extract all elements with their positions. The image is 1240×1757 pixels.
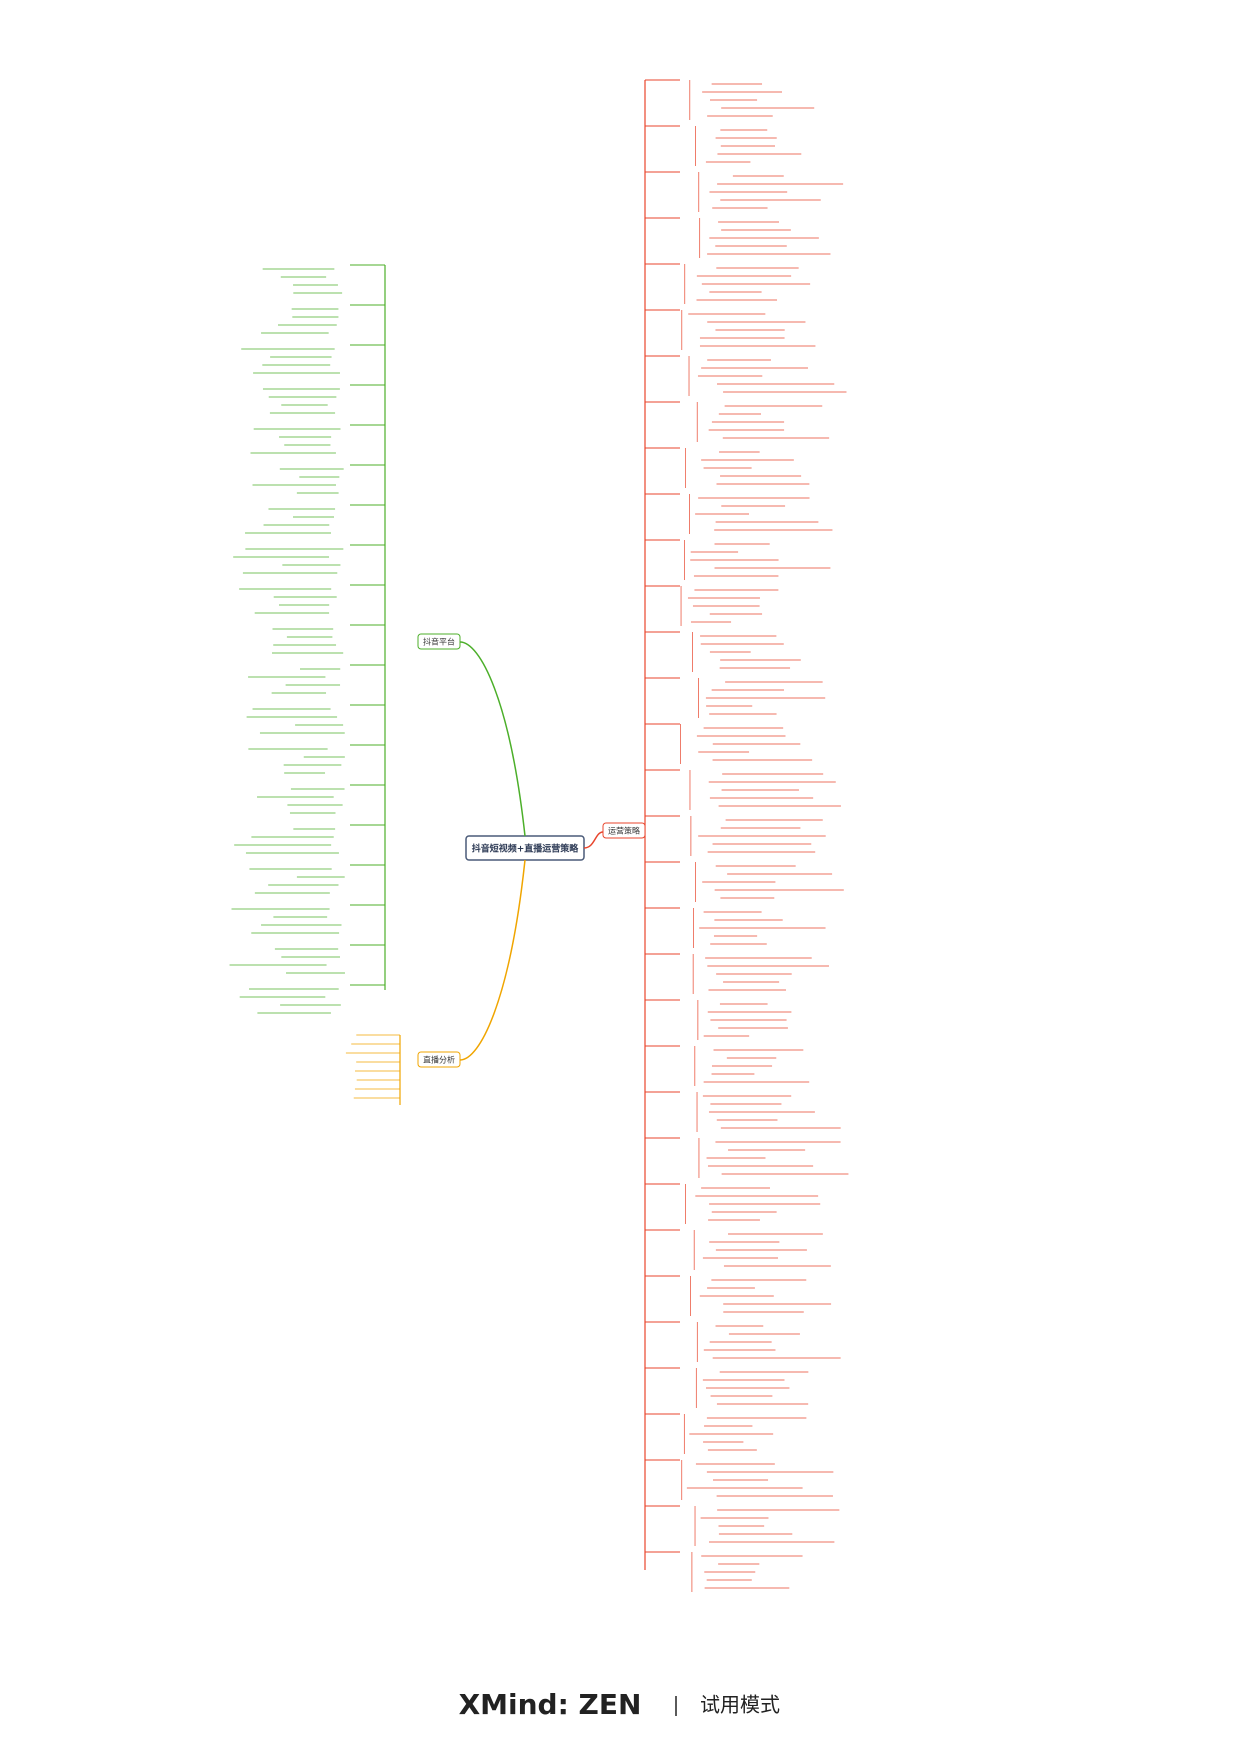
branch-lines — [229, 79, 849, 1592]
branch-label: 抖音平台 — [423, 637, 455, 647]
connector — [583, 831, 604, 849]
branch-box — [602, 822, 646, 839]
branch-label: 运营策略 — [608, 826, 640, 836]
connector — [459, 641, 526, 837]
branch-label: 直播分析 — [423, 1055, 455, 1065]
central-topic: 抖音短视频+直播运营策略 — [472, 843, 580, 855]
watermark-brand: XMind: ZEN — [459, 1688, 642, 1721]
watermark-mode: 试用模式 — [700, 1693, 780, 1717]
connector — [459, 859, 526, 1061]
